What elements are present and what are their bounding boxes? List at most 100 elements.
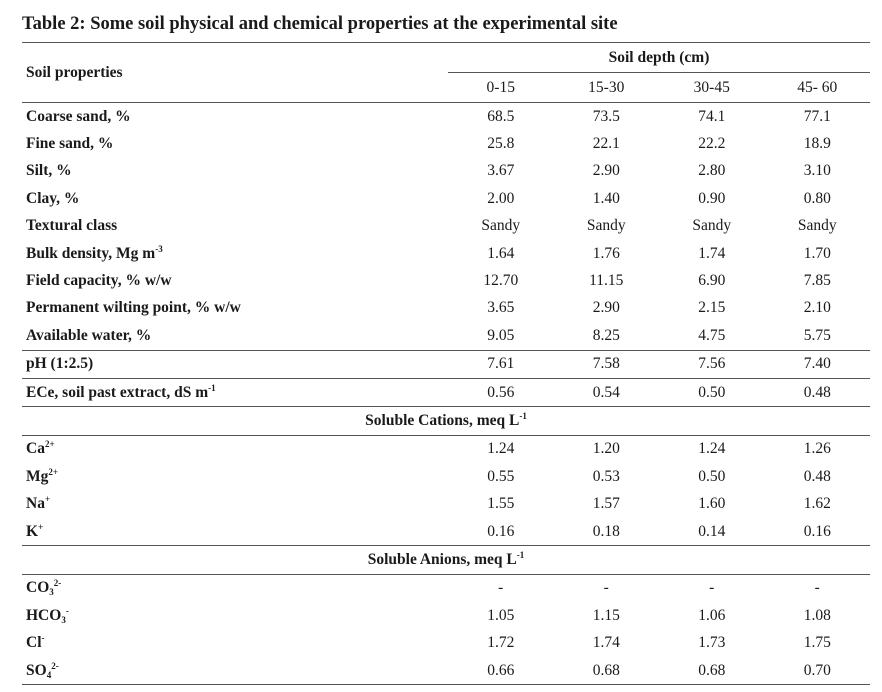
table-row: Fine sand, % 25.8 22.1 22.2 18.9 bbox=[22, 130, 870, 157]
label-subscript: 3 bbox=[61, 614, 66, 625]
label-superscript: -1 bbox=[208, 382, 216, 393]
header-row-2: 0-15 15-30 30-45 45- 60 bbox=[22, 73, 870, 103]
table-cell: 1.64 bbox=[487, 244, 515, 262]
table-cell: 0.54 bbox=[553, 377, 659, 407]
table-cell: 8.25 bbox=[592, 326, 620, 344]
table-cell: 1.74 bbox=[592, 634, 620, 652]
table-cell: 0.56 bbox=[448, 377, 554, 407]
table-cell: 0.16 bbox=[487, 522, 515, 540]
table-cell: 1.70 bbox=[803, 244, 831, 262]
property-label: Mg2+ bbox=[22, 463, 448, 490]
table-cell: Sandy bbox=[797, 217, 837, 235]
soil-properties-header: Soil properties bbox=[22, 42, 448, 103]
property-label-text: Fine sand, % bbox=[26, 135, 114, 153]
property-label-text: Cl bbox=[26, 634, 42, 652]
table-row: ECe, soil past extract, dS m-1 0.56 0.54 0.… bbox=[22, 377, 870, 407]
table-cell: 0.66 bbox=[448, 656, 554, 686]
property-label: Textural class bbox=[22, 213, 448, 240]
table-row: Field capacity, % w/w 12.70 11.15 6.90 7.85 bbox=[22, 267, 870, 294]
table-cell: 1.55 bbox=[487, 495, 515, 513]
section-title-text: Soluble Cations, meq L bbox=[365, 411, 520, 429]
table-cell: 0.68 bbox=[659, 656, 765, 686]
label-superscript: 2+ bbox=[44, 439, 55, 450]
table-cell: 1.24 bbox=[487, 440, 515, 458]
table-row: CO32- - - - - bbox=[22, 574, 870, 602]
table-cell: 1.72 bbox=[487, 634, 515, 652]
table-cell: 7.58 bbox=[553, 349, 659, 379]
table-cell: 2.10 bbox=[803, 299, 831, 317]
property-label: HCO3- bbox=[22, 602, 448, 629]
table-cell: 1.06 bbox=[698, 606, 726, 624]
table-row: Mg2+ 0.55 0.53 0.50 0.48 bbox=[22, 463, 870, 490]
table-row: Bulk density, Mg m-3 1.64 1.76 1.74 1.70 bbox=[22, 240, 870, 267]
table-cell: 7.61 bbox=[448, 349, 554, 379]
label-superscript: -3 bbox=[155, 243, 163, 254]
table-cell: 1.76 bbox=[592, 244, 620, 262]
property-label: Na+ bbox=[22, 490, 448, 517]
table-row: Coarse sand, % 68.5 73.5 74.1 77.1 bbox=[22, 102, 870, 131]
table-cell: 1.15 bbox=[592, 606, 620, 624]
section-title: Soluble Anions, meq L-1 bbox=[22, 545, 870, 575]
table-cell: 2.15 bbox=[698, 299, 726, 317]
property-label-text: Field capacity, % w/w bbox=[26, 272, 172, 290]
property-label-text: pH (1:2.5) bbox=[26, 355, 94, 373]
property-label-text: Clay, % bbox=[26, 189, 80, 207]
property-label-text: Textural class bbox=[26, 217, 118, 235]
table-row: pH (1:2.5) 7.61 7.58 7.56 7.40 bbox=[22, 349, 870, 379]
table-cell: 1.74 bbox=[698, 244, 726, 262]
table-cell: Sandy bbox=[586, 217, 626, 235]
property-label-text: Silt, % bbox=[26, 162, 72, 180]
table-cell: 2.00 bbox=[487, 189, 515, 207]
table-cell: 6.90 bbox=[698, 272, 726, 290]
table-row: K+ 0.16 0.18 0.14 0.16 bbox=[22, 518, 870, 546]
table-cell: - bbox=[498, 579, 504, 597]
table-cell: 0.53 bbox=[592, 467, 620, 485]
table-cell: 7.56 bbox=[659, 349, 765, 379]
property-label: Clay, % bbox=[22, 185, 448, 212]
property-label-text: K bbox=[26, 522, 39, 540]
table-cell: 0.55 bbox=[487, 467, 515, 485]
label-superscript: + bbox=[38, 521, 44, 532]
table-cell: 3.67 bbox=[487, 162, 515, 180]
section-header-row: Soluble Cations, meq L-1 bbox=[22, 406, 870, 436]
property-label: Silt, % bbox=[22, 158, 448, 185]
property-label-text: HCO bbox=[26, 606, 62, 624]
property-label: K+ bbox=[22, 518, 448, 546]
property-label-text: CO bbox=[26, 579, 50, 597]
property-label: SO42- bbox=[22, 656, 448, 686]
table-cell: 1.08 bbox=[803, 606, 831, 624]
property-label: Ca2+ bbox=[22, 435, 448, 463]
table-cell: 12.70 bbox=[483, 272, 519, 290]
table-cell: 74.1 bbox=[659, 102, 765, 131]
table-cell: 22.2 bbox=[698, 135, 726, 153]
depth-header: 15-30 bbox=[588, 78, 625, 96]
property-label: Coarse sand, % bbox=[22, 102, 448, 131]
label-superscript: - bbox=[41, 633, 45, 644]
table-row: Na+ 1.55 1.57 1.60 1.62 bbox=[22, 490, 870, 517]
table-cell: 0.14 bbox=[698, 522, 726, 540]
table-cell: 1.26 bbox=[803, 440, 831, 458]
table-cell: 73.5 bbox=[553, 102, 659, 131]
table-cell: 2.80 bbox=[698, 162, 726, 180]
table-row: Textural class Sandy Sandy Sandy Sandy bbox=[22, 213, 870, 240]
table-cell: 7.40 bbox=[764, 349, 870, 379]
property-label: Permanent wilting point, % w/w bbox=[22, 295, 448, 322]
table-row: Clay, % 2.00 1.40 0.90 0.80 bbox=[22, 185, 870, 212]
depth-header: 45- 60 bbox=[797, 78, 838, 96]
table-cell: Sandy bbox=[481, 217, 521, 235]
table-cell: 1.05 bbox=[487, 606, 515, 624]
table-row: Cl- 1.72 1.74 1.73 1.75 bbox=[22, 629, 870, 656]
table-cell: 18.9 bbox=[803, 135, 831, 153]
table-cell: 0.50 bbox=[659, 377, 765, 407]
property-label: Field capacity, % w/w bbox=[22, 267, 448, 294]
table-row: Available water, % 9.05 8.25 4.75 5.75 bbox=[22, 322, 870, 350]
section-header-row: Soluble Anions, meq L-1 bbox=[22, 545, 870, 575]
table-cell: 7.85 bbox=[803, 272, 831, 290]
table-row: Permanent wilting point, % w/w 3.65 2.90 2.… bbox=[22, 295, 870, 322]
label-superscript: + bbox=[44, 494, 51, 505]
property-label-text: SO bbox=[26, 661, 47, 679]
property-label: ECe, soil past extract, dS m-1 bbox=[22, 377, 448, 407]
table-cell: Sandy bbox=[692, 217, 732, 235]
label-superscript: 2+ bbox=[48, 466, 59, 477]
table-cell: 1.24 bbox=[698, 440, 726, 458]
